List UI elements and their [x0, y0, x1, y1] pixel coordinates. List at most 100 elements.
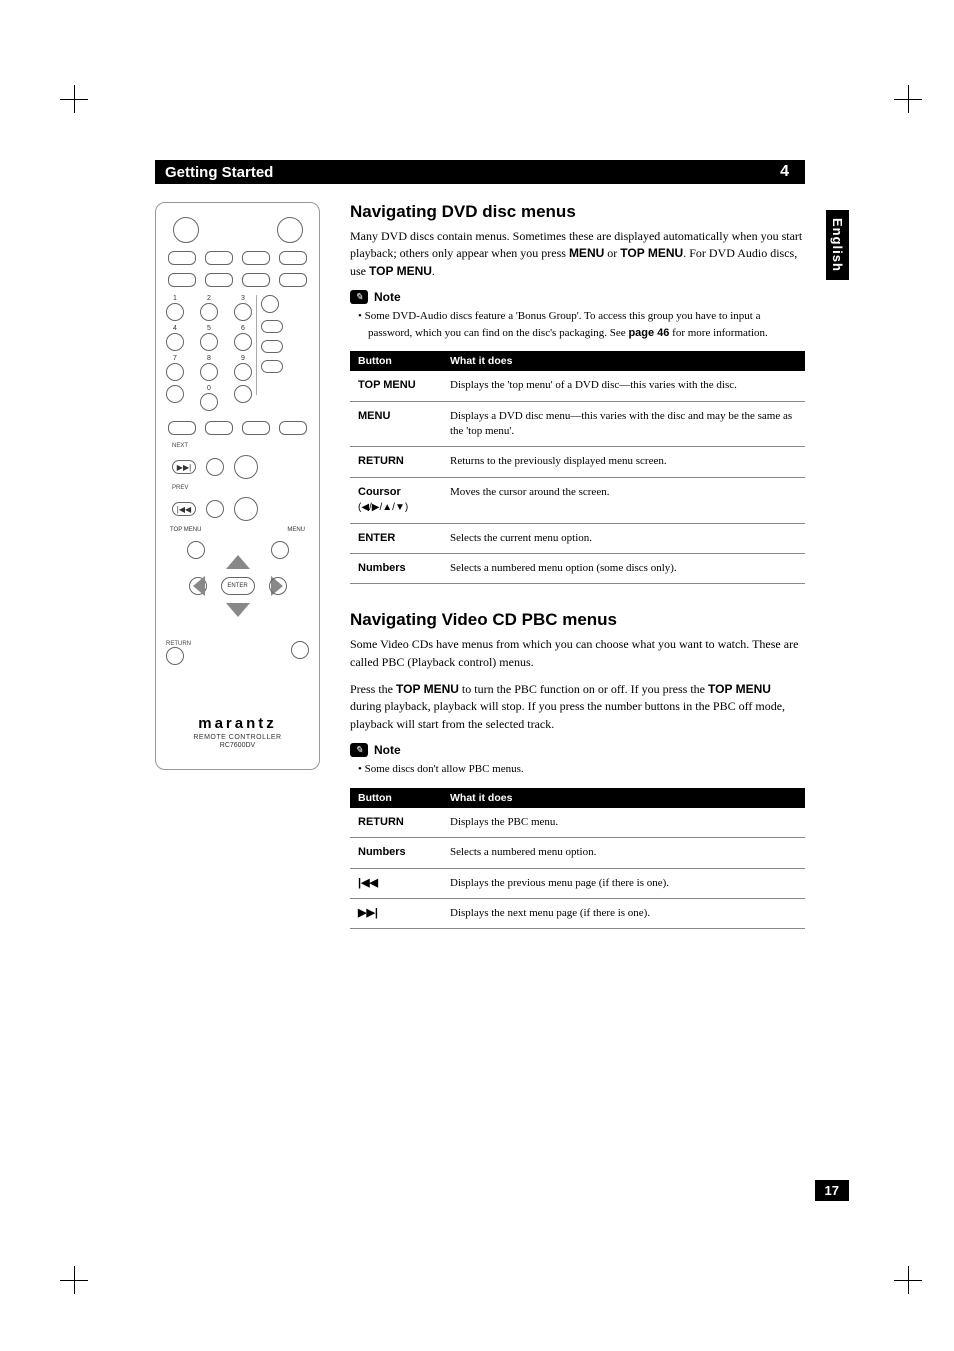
enter-button: ENTER [221, 577, 255, 595]
section-heading: Navigating DVD disc menus [350, 202, 805, 222]
remote-button [279, 251, 307, 265]
remote-button [242, 273, 270, 287]
table-header: What it does [442, 351, 805, 371]
button-symbols: (◀/▶/▲/▼) [358, 502, 408, 513]
remote-button [173, 217, 199, 243]
button-name: ▶▶| [350, 898, 442, 928]
remote-button [206, 500, 224, 518]
button-table: Button What it does RETURNDisplays the P… [350, 788, 805, 930]
right-button [269, 577, 287, 595]
return-label: RETURN [166, 641, 191, 647]
table-row: |◀◀Displays the previous menu page (if t… [350, 868, 805, 898]
remote-button [205, 251, 233, 265]
table-row: NumbersSelects a numbered menu option (s… [350, 553, 805, 583]
remote-button [205, 421, 233, 435]
key-label: 7 [173, 355, 177, 362]
prev-label: PREV [172, 485, 309, 491]
key-label: 4 [173, 325, 177, 332]
brand-subtitle: REMOTE CONTROLLER [166, 734, 309, 741]
table-row: MENUDisplays a DVD disc menu—this varies… [350, 401, 805, 447]
key-label: 3 [241, 295, 245, 302]
number-key [234, 333, 252, 351]
remote-button [261, 320, 283, 333]
top-menu-button [187, 541, 205, 559]
remote-button [242, 421, 270, 435]
table-row: TOP MENUDisplays the 'top menu' of a DVD… [350, 371, 805, 401]
chapter-title: Getting Started [165, 164, 273, 181]
button-description: Displays the next menu page (if there is… [442, 898, 805, 928]
remote-button [277, 217, 303, 243]
number-key [166, 333, 184, 351]
note-text: • Some discs don't allow PBC menus. [350, 761, 805, 778]
key-label: 0 [207, 385, 211, 392]
number-key [200, 303, 218, 321]
button-description: Selects a numbered menu option (some dis… [442, 553, 805, 583]
remote-button [279, 421, 307, 435]
model-number: RC7600DV [166, 742, 309, 749]
remote-button [261, 340, 283, 353]
remote-button [168, 273, 196, 287]
up-arrow-icon [226, 555, 250, 569]
table-row: Coursor(◀/▶/▲/▼)Moves the cursor around … [350, 477, 805, 523]
language-tab: English [826, 210, 849, 280]
remote-button [291, 641, 309, 659]
remote-diagram: 1 2 3 4 5 6 7 8 9 [155, 202, 320, 770]
number-key [234, 363, 252, 381]
section-heading: Navigating Video CD PBC menus [350, 610, 805, 630]
note-text: • Some DVD-Audio discs feature a 'Bonus … [350, 308, 805, 341]
remote-button [234, 497, 258, 521]
down-arrow-icon [226, 603, 250, 617]
chapter-header: Getting Started 4 [155, 160, 805, 184]
button-name: TOP MENU [350, 371, 442, 401]
number-key [200, 363, 218, 381]
note-icon: ✎ [350, 743, 368, 757]
prev-button: |◀◀ [172, 502, 196, 516]
note-icon: ✎ [350, 290, 368, 304]
button-description: Selects a numbered menu option. [442, 838, 805, 868]
top-menu-label: TOP MENU [170, 527, 201, 533]
chapter-number: 4 [774, 163, 795, 181]
note-label: Note [374, 743, 401, 757]
number-key [200, 393, 218, 411]
button-name: MENU [350, 401, 442, 447]
number-key [166, 303, 184, 321]
table-header: Button [350, 788, 442, 808]
button-description: Displays the 'top menu' of a DVD disc—th… [442, 371, 805, 401]
key-label: 8 [207, 355, 211, 362]
button-name: |◀◀ [350, 868, 442, 898]
table-row: NumbersSelects a numbered menu option. [350, 838, 805, 868]
button-description: Displays the PBC menu. [442, 808, 805, 838]
button-description: Returns to the previously displayed menu… [442, 447, 805, 477]
remote-button [206, 458, 224, 476]
button-name: Numbers [350, 553, 442, 583]
key-label: 9 [241, 355, 245, 362]
button-name: Numbers [350, 838, 442, 868]
button-description: Displays the previous menu page (if ther… [442, 868, 805, 898]
table-row: ▶▶|Displays the next menu page (if there… [350, 898, 805, 928]
next-button: ▶▶| [172, 460, 196, 474]
return-button [166, 647, 184, 665]
remote-button [234, 455, 258, 479]
menu-label: MENU [287, 527, 305, 533]
section-paragraph: Press the TOP MENU to turn the PBC funct… [350, 681, 805, 733]
button-name: Coursor(◀/▶/▲/▼) [350, 477, 442, 523]
button-description: Displays a DVD disc menu—this varies wit… [442, 401, 805, 447]
remote-button [242, 251, 270, 265]
page-number: 17 [815, 1180, 849, 1201]
table-row: RETURNDisplays the PBC menu. [350, 808, 805, 838]
table-row: RETURNReturns to the previously displaye… [350, 447, 805, 477]
table-row: ENTERSelects the current menu option. [350, 523, 805, 553]
note-label: Note [374, 290, 401, 304]
remote-button [279, 273, 307, 287]
dpad: ENTER [183, 541, 293, 631]
next-label: NEXT [172, 443, 309, 449]
left-arrow-icon [193, 576, 205, 596]
remote-button [234, 385, 252, 403]
button-name: RETURN [350, 808, 442, 838]
key-label: 2 [207, 295, 211, 302]
section-paragraph: Many DVD discs contain menus. Sometimes … [350, 228, 805, 280]
section-paragraph: Some Video CDs have menus from which you… [350, 636, 805, 671]
menu-button [271, 541, 289, 559]
remote-button [168, 421, 196, 435]
button-description: Selects the current menu option. [442, 523, 805, 553]
